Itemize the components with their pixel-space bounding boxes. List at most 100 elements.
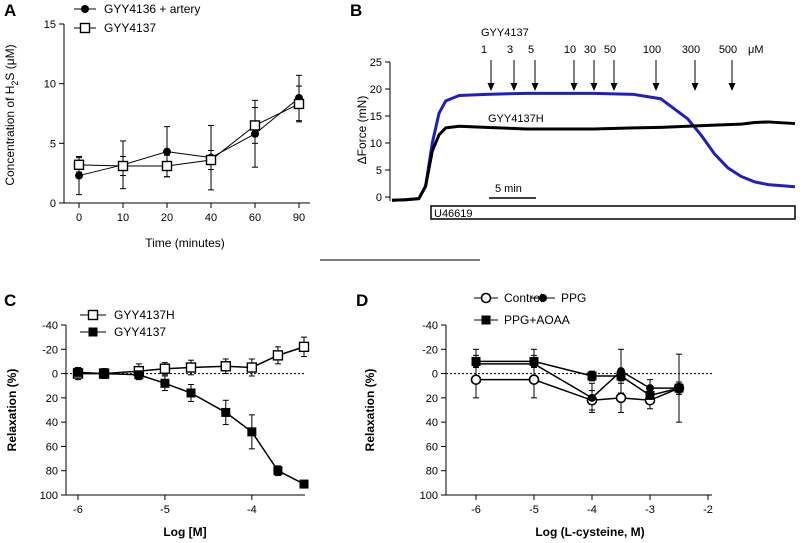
panel-d-ytick-label: 0 [432, 369, 438, 381]
panel-d-legend-marker [481, 315, 491, 325]
panel-a-xtick-label: 40 [205, 212, 217, 224]
panel-d-xtick-label: -3 [645, 504, 655, 516]
panel-d-legend-marker [539, 294, 547, 302]
panel-a-point [75, 171, 83, 180]
panel-c-point [159, 363, 171, 374]
panel-c-point [298, 341, 310, 353]
panel-c-legend-marker [87, 309, 99, 321]
panel-c-legend-label: GYY4137 [114, 325, 166, 339]
panel-c-xtick-label: -4 [247, 504, 257, 516]
panel-c-ytick-label: 80 [46, 466, 58, 478]
panel-letter-d: D [356, 291, 368, 310]
panel-a-ylabel: Concentration of H2S (μM) [3, 44, 20, 185]
panel-a-point [161, 160, 173, 172]
panel-a-point [163, 147, 171, 156]
panel-d-point [529, 356, 539, 366]
panel-b-unit: μM [748, 44, 764, 56]
panel-d-point [674, 383, 684, 393]
panel-letter-c: C [4, 291, 16, 310]
panel-a-ytick-label: 15 [44, 19, 56, 31]
panel-b-ytick-label: 0 [376, 192, 382, 204]
panel-c-point [247, 427, 257, 437]
panel-c-point [246, 362, 258, 373]
panel-a-ylabel-prefix: Concentration of H [3, 86, 17, 186]
panel-c-ytick-label: -40 [42, 320, 58, 332]
panel-b-dose-arrowhead [610, 83, 618, 91]
panel-b-dose-arrowhead [487, 83, 495, 91]
panel-c-xtick-label: -6 [73, 504, 83, 516]
panel-c-point [99, 369, 109, 379]
panel-d-ytick-label: -40 [422, 320, 438, 332]
panel-c-point [220, 361, 231, 372]
panel-d-point [645, 390, 655, 400]
panel-b-dose-arrowhead [531, 83, 539, 91]
panel-a-point [205, 154, 217, 166]
panel-b-dose-label: 3 [507, 44, 513, 56]
panel-a-point [249, 120, 261, 131]
panel-c-ytick-label: 0 [52, 369, 58, 381]
panel-b-ylabel: ΔForce (mN) [355, 96, 369, 165]
panel-c-ylabel: Relaxation (%) [5, 369, 19, 452]
panel-b-ytick-label: 25 [370, 57, 382, 69]
panel-d-ytick-label: 20 [426, 393, 438, 405]
panel-a-chart: 0 5 10 15 0 10 20 40 60 90 GYY4136 + artery GYY4137 [44, 2, 310, 224]
panel-c-chart: -40 -20 0 20 40 60 80 100 -6 -5 -4 GYY4137H GYY4137 [40, 308, 310, 516]
panel-d-point [616, 371, 626, 381]
panel-a-xlabel: Time (minutes) [145, 236, 225, 250]
panel-c-point [185, 362, 197, 373]
panel-d-xtick-label: -5 [529, 504, 539, 516]
panel-d-series-line [476, 360, 680, 397]
panel-c-point [186, 388, 196, 398]
panel-d-legend-label: Control [504, 291, 543, 305]
panel-a-legend-marker [79, 22, 91, 34]
panel-a-legend-label: GYY4136 + artery [104, 2, 200, 16]
panel-a-xtick-label: 20 [161, 212, 173, 224]
panel-b-dose-arrowhead [728, 83, 736, 91]
panel-b-ytick-label: 20 [370, 84, 382, 96]
panel-a-legend-label: GYY4137 [104, 21, 156, 35]
panel-b-dose-label: 1 [481, 44, 487, 56]
panel-a-point [251, 129, 259, 138]
panel-d-point [587, 371, 597, 381]
panel-b-ytick-label: 10 [370, 138, 382, 150]
panel-d-ytick-label: -20 [422, 344, 438, 356]
panel-c-xlabel: Log [M] [163, 525, 206, 539]
panel-b-dose-arrowhead [652, 83, 660, 91]
panel-d-chart: -40 -20 0 20 40 60 80 100 -6 -5 -4 -3 -2 Control PPG PP… [420, 291, 713, 516]
panel-a-ytick-label: 10 [44, 79, 56, 91]
panel-a-xtick-label: 60 [249, 212, 261, 224]
panel-d-point [528, 374, 540, 385]
panel-d-ylabel: Relaxation (%) [363, 369, 377, 452]
panel-a-legend-marker [81, 5, 89, 13]
panel-c-legend-marker [88, 327, 98, 337]
panel-letter-a: A [4, 1, 16, 20]
panel-c-point [221, 407, 231, 417]
panel-a-series-line [78, 103, 300, 167]
panel-d-ytick-label: 60 [426, 441, 438, 453]
panel-d-point [470, 374, 482, 385]
panel-c-ytick-label: 60 [46, 441, 58, 453]
panel-b-chart: 0 5 10 15 20 25 GYY4137H GYY4137 1 3 5 10 30 50 100 300… [370, 27, 796, 220]
panel-a-ylabel-suffix: S (μM) [3, 44, 17, 80]
panel-a-point [293, 98, 305, 110]
panel-b-trace-label: GYY4137H [488, 113, 544, 125]
panel-c-xtick-label: -5 [160, 504, 170, 516]
panel-a-point [117, 160, 129, 172]
panel-b-dose-arrowhead [590, 83, 598, 91]
panel-d-ytick-label: 80 [426, 466, 438, 478]
panel-d-point [588, 393, 596, 402]
panel-c-point [272, 350, 284, 361]
panel-b-dose-label: 10 [564, 44, 576, 56]
panel-b-ytick-label: 5 [376, 165, 382, 177]
panel-b-dose-label: 50 [604, 44, 616, 56]
panel-d-legend-label: PPG [561, 291, 586, 305]
panel-b-dose-label: 5 [528, 44, 534, 56]
panel-a-ytick-label: 5 [50, 138, 56, 150]
panel-a-ylabel-sub: 2 [10, 81, 20, 86]
panel-b-top-label: GYY4137 [481, 27, 529, 39]
panel-c-ytick-label: 20 [46, 393, 58, 405]
panel-b-trace-gyy4137 [391, 91, 796, 202]
panel-b-dose-arrowhead [510, 83, 518, 91]
panel-c-legend-label: GYY4137H [114, 308, 175, 322]
panel-a-xtick-label: 10 [117, 212, 129, 224]
